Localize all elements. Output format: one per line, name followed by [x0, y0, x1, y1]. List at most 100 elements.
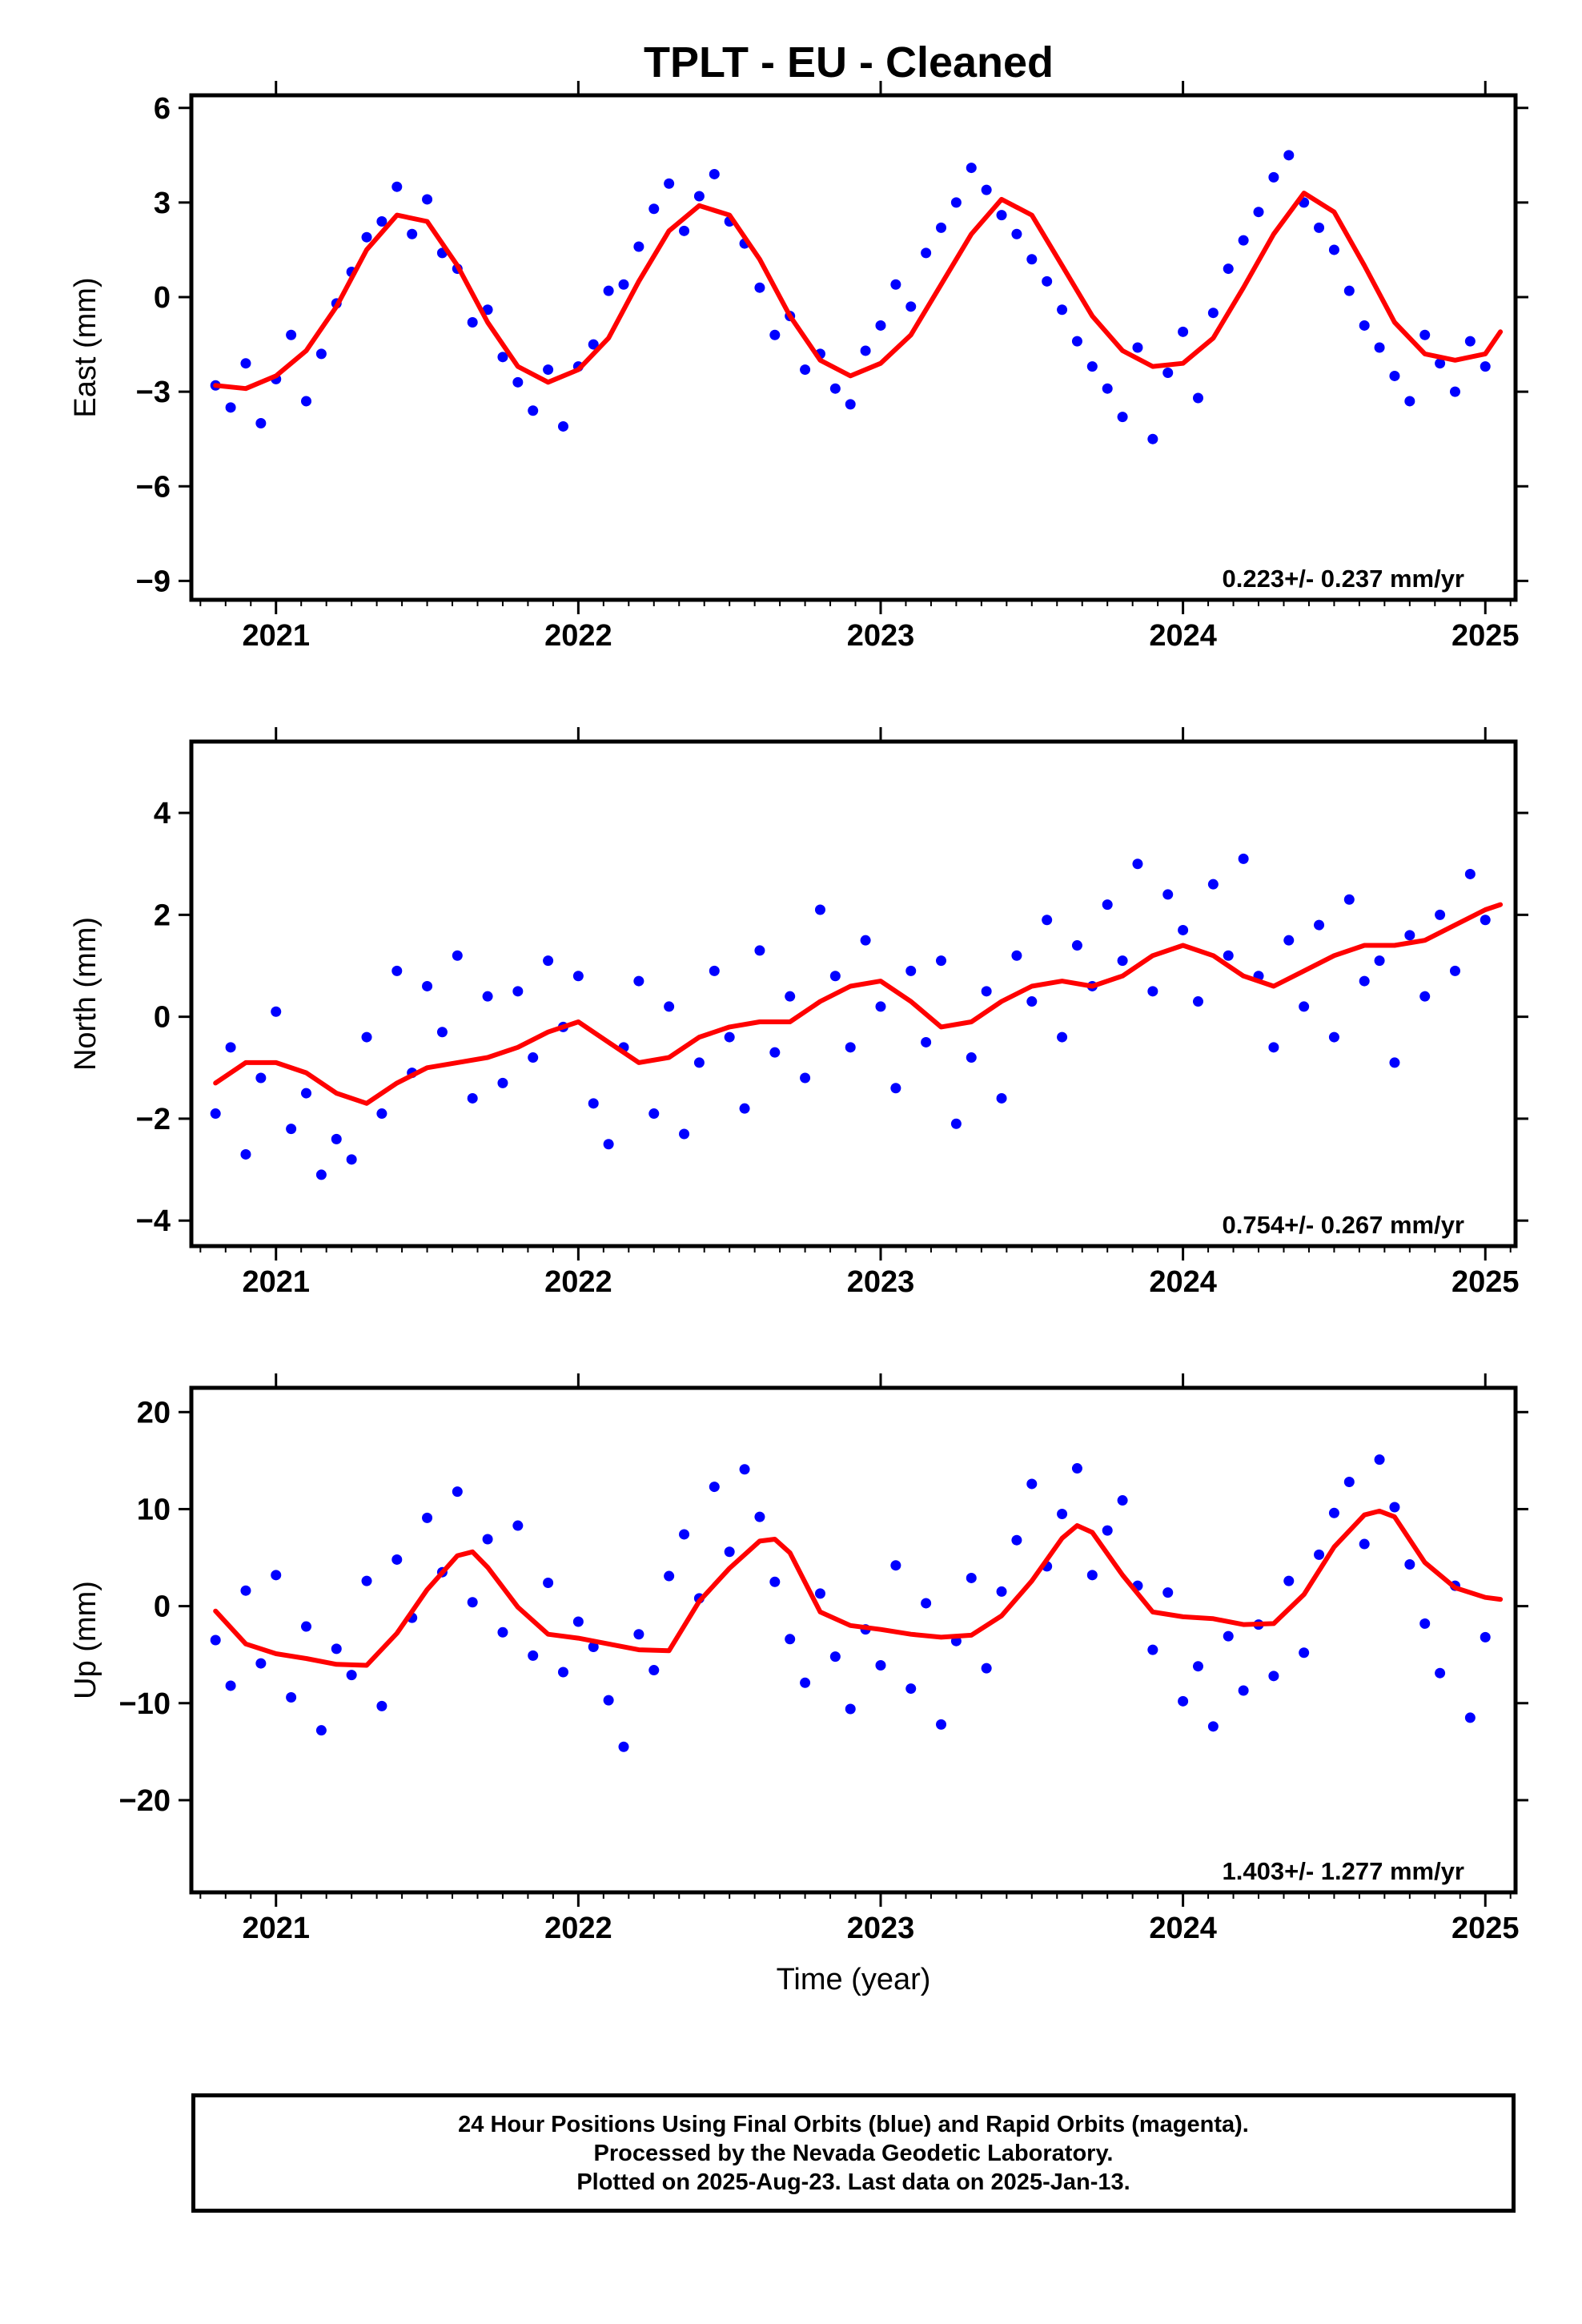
data-point — [633, 1629, 644, 1640]
data-point — [981, 184, 992, 195]
data-point — [1178, 924, 1189, 935]
x-tick-label: 2024 — [1149, 1912, 1217, 1945]
data-point — [331, 1133, 342, 1144]
data-point — [648, 203, 660, 215]
data-point — [633, 975, 644, 987]
data-point — [346, 1154, 357, 1165]
data-point — [890, 1560, 901, 1571]
data-point — [1042, 275, 1053, 287]
data-point — [1132, 858, 1143, 870]
data-point — [785, 991, 796, 1002]
data-point — [1238, 235, 1249, 246]
y-tick-label: 0 — [154, 281, 171, 315]
data-point — [1404, 1559, 1415, 1570]
data-point — [754, 1511, 765, 1522]
data-point — [286, 1691, 297, 1703]
data-point — [875, 320, 886, 331]
data-point — [346, 1670, 357, 1681]
x-tick-label: 2021 — [242, 619, 310, 653]
up-fit-curve — [213, 1508, 1504, 1668]
data-point — [1359, 1538, 1370, 1550]
data-point — [1374, 342, 1385, 353]
data-point — [255, 1658, 267, 1669]
data-point — [557, 420, 568, 432]
data-point — [1238, 853, 1249, 864]
data-point — [1328, 1507, 1339, 1518]
data-point — [422, 980, 433, 991]
data-point — [1207, 308, 1219, 319]
data-point — [1102, 1525, 1113, 1536]
data-point — [1449, 386, 1460, 397]
data-point — [769, 329, 781, 340]
data-point — [1162, 368, 1174, 378]
data-point — [966, 1572, 977, 1583]
data-point — [255, 418, 267, 428]
data-point — [1223, 1630, 1234, 1642]
data-point — [1192, 392, 1203, 404]
data-point — [829, 971, 841, 982]
data-point — [391, 1554, 403, 1565]
data-point — [271, 1570, 282, 1581]
data-point — [1026, 1478, 1038, 1490]
data-point — [966, 163, 977, 174]
data-point — [648, 1665, 660, 1676]
data-point — [1192, 996, 1203, 1007]
east-rate-label: 0.223+/- 0.237 mm/yr — [1223, 565, 1464, 593]
data-point — [543, 955, 554, 967]
east-panel: −9 −6 −3 0 3 6 2021 2022 2023 2024 2025 East (mm) 0.… — [69, 81, 1528, 653]
data-point — [1117, 955, 1128, 967]
data-point — [1449, 965, 1460, 976]
data-point — [557, 1667, 568, 1678]
data-point — [1132, 342, 1143, 353]
data-point — [1057, 1031, 1068, 1043]
x-tick-label: 2021 — [242, 1265, 310, 1299]
data-point — [800, 1677, 811, 1688]
data-point — [1207, 1721, 1219, 1732]
data-point — [739, 1103, 750, 1114]
y-tick-label: −20 — [119, 1784, 171, 1818]
data-point — [512, 1520, 524, 1531]
data-point — [1283, 150, 1295, 161]
data-point — [769, 1576, 781, 1587]
x-tick-label: 2024 — [1149, 619, 1217, 653]
data-point — [1011, 950, 1022, 961]
data-point — [709, 168, 720, 179]
data-point — [845, 1042, 856, 1053]
x-tick-label: 2023 — [847, 619, 915, 653]
data-point — [210, 1108, 221, 1120]
data-point — [225, 1042, 236, 1053]
data-point — [679, 1128, 690, 1140]
data-point — [1389, 370, 1400, 381]
north-rate-label: 0.754+/- 0.267 mm/yr — [1223, 1211, 1464, 1239]
data-point — [286, 1124, 297, 1135]
info-line-orbits: 24 Hour Positions Using Final Orbits (bl… — [458, 2111, 1249, 2137]
info-box: 24 Hour Positions Using Final Orbits (bl… — [191, 2093, 1516, 2213]
x-tick-label: 2022 — [544, 1265, 612, 1299]
data-point — [618, 279, 629, 290]
data-point — [1178, 326, 1189, 337]
y-tick-label: 6 — [154, 92, 171, 126]
data-point — [528, 1052, 539, 1063]
y-tick-label: 0 — [154, 1001, 171, 1035]
east-frame — [189, 93, 1518, 602]
data-point — [1374, 955, 1385, 967]
data-point — [709, 1482, 720, 1493]
data-point — [1283, 1575, 1295, 1586]
data-point — [905, 965, 917, 976]
east-y-axis-label: East (mm) — [69, 277, 102, 417]
data-point — [1359, 320, 1370, 331]
data-point — [315, 348, 327, 360]
y-tick-label: −9 — [136, 565, 171, 598]
data-point — [225, 402, 236, 413]
data-point — [950, 197, 962, 208]
data-point — [905, 1683, 917, 1695]
x-tick-label: 2022 — [544, 619, 612, 653]
data-point — [981, 986, 992, 997]
data-point — [1086, 1570, 1098, 1581]
data-point — [482, 1534, 493, 1545]
data-point — [1147, 986, 1158, 997]
up-rate-label: 1.403+/- 1.277 mm/yr — [1223, 1857, 1464, 1885]
data-point — [1419, 1618, 1431, 1629]
data-point — [1071, 1463, 1082, 1474]
